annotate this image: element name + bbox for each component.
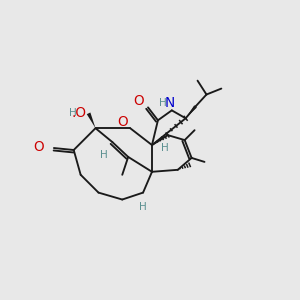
Text: .O: .O [71,106,86,120]
Text: H: H [139,202,147,212]
Text: H: H [69,108,76,118]
Text: O: O [133,94,143,109]
Text: H: H [100,150,107,160]
Polygon shape [87,112,95,128]
Text: H: H [159,98,167,108]
Text: O: O [34,140,44,154]
Text: O: O [117,115,128,129]
Text: N: N [165,96,175,110]
Polygon shape [186,105,197,118]
Text: H: H [161,143,169,153]
